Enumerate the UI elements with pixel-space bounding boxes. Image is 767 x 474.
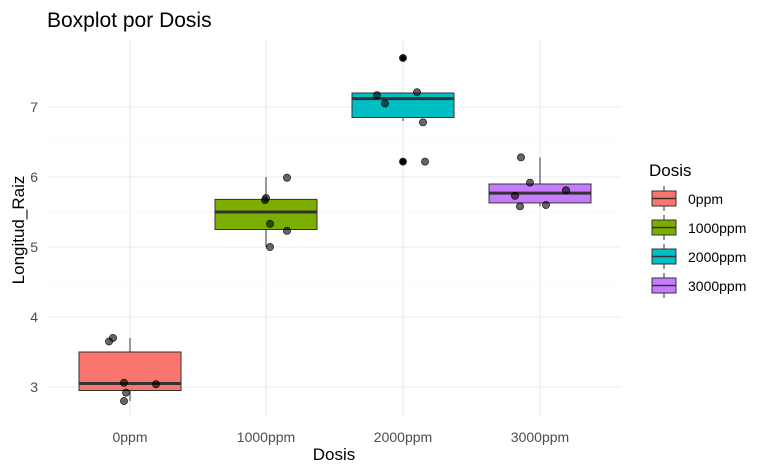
data-point xyxy=(120,378,128,387)
chart-title: Boxplot por Dosis xyxy=(47,9,212,32)
legend-label: 0ppm xyxy=(688,191,723,207)
x-tick-label: 3000ppm xyxy=(511,429,569,445)
data-point xyxy=(266,219,274,228)
box-2000ppm xyxy=(351,92,455,118)
x-tick-label: 1000ppm xyxy=(237,429,295,445)
data-point xyxy=(511,191,519,200)
x-tick-label: 2000ppm xyxy=(374,429,432,445)
axis-ticks: 3 4 5 6 7 0ppm 1000ppm 2000ppm 3000ppm xyxy=(30,99,569,445)
y-tick-label: 5 xyxy=(30,239,38,255)
data-point xyxy=(122,388,130,397)
data-point xyxy=(399,157,407,166)
data-point xyxy=(381,99,389,108)
data-point xyxy=(526,178,534,187)
data-point xyxy=(109,334,117,342)
legend-label: 2000ppm xyxy=(688,249,746,265)
data-point xyxy=(516,202,524,211)
legend-label: 1000ppm xyxy=(688,220,746,236)
data-point xyxy=(419,118,427,127)
data-point xyxy=(399,54,407,62)
data-point xyxy=(283,226,291,235)
data-point xyxy=(261,196,269,204)
box-1000ppm xyxy=(214,198,318,230)
legend-title: Dosis xyxy=(649,161,692,180)
x-axis-title: Dosis xyxy=(313,445,356,464)
y-axis-title: Longitud_Raiz xyxy=(9,176,28,285)
data-point xyxy=(152,380,160,389)
y-tick-label: 7 xyxy=(30,99,38,115)
data-point xyxy=(517,153,525,162)
jitter-points xyxy=(105,54,570,405)
legend: Dosis 0ppm 1000ppm 2000ppm 3000ppm xyxy=(649,161,746,298)
data-point xyxy=(421,157,429,166)
data-point xyxy=(283,173,291,182)
legend-label: 3000ppm xyxy=(688,278,746,294)
data-point xyxy=(562,186,570,195)
y-tick-label: 3 xyxy=(30,379,38,395)
y-tick-label: 4 xyxy=(30,309,38,325)
data-point xyxy=(373,91,381,99)
x-tick-label: 0ppm xyxy=(112,429,147,445)
boxes xyxy=(78,55,592,401)
data-point xyxy=(120,397,128,405)
data-point xyxy=(413,88,421,97)
y-tick-label: 6 xyxy=(30,169,38,185)
data-point xyxy=(266,243,274,251)
data-point xyxy=(542,201,550,209)
